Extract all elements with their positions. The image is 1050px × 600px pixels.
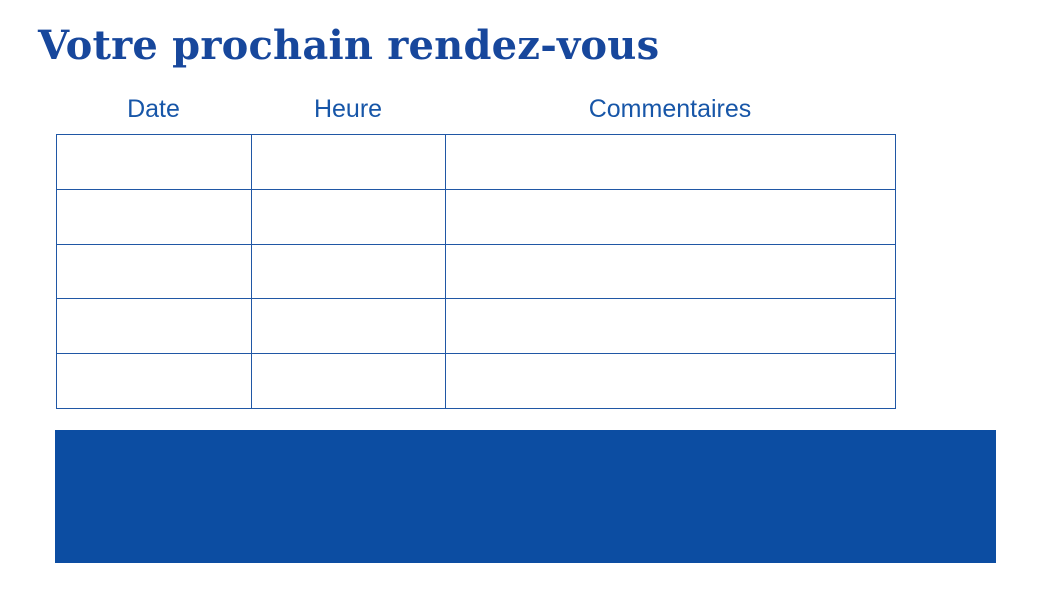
- table-cell-heure: [251, 134, 446, 190]
- table-row: [56, 243, 896, 300]
- table-cell-heure: [251, 243, 446, 300]
- appointments-table: [56, 134, 896, 409]
- table-cell-heure: [251, 188, 446, 245]
- footer-band: [55, 430, 996, 563]
- table-cell-commentaires: [445, 298, 896, 355]
- column-header-commentaires: Commentaires: [588, 95, 752, 123]
- table-cell-heure: [251, 298, 446, 355]
- table-cell-date: [56, 298, 252, 355]
- table-cell-commentaires: [445, 243, 896, 300]
- table-cell-date: [56, 353, 252, 409]
- table-row: [56, 134, 896, 190]
- table-cell-date: [56, 243, 252, 300]
- table-row: [56, 298, 896, 355]
- column-header-date: Date: [127, 95, 180, 123]
- table-cell-commentaires: [445, 353, 896, 409]
- table-cell-heure: [251, 353, 446, 409]
- page-title: Votre prochain rendez-vous: [38, 22, 660, 69]
- table-row: [56, 188, 896, 245]
- table-cell-commentaires: [445, 188, 896, 245]
- table-cell-date: [56, 134, 252, 190]
- table-cell-commentaires: [445, 134, 896, 190]
- table-header-row: Date Heure Commentaires: [56, 94, 895, 128]
- column-header-heure: Heure: [313, 95, 383, 123]
- table-cell-date: [56, 188, 252, 245]
- table-row: [56, 353, 896, 409]
